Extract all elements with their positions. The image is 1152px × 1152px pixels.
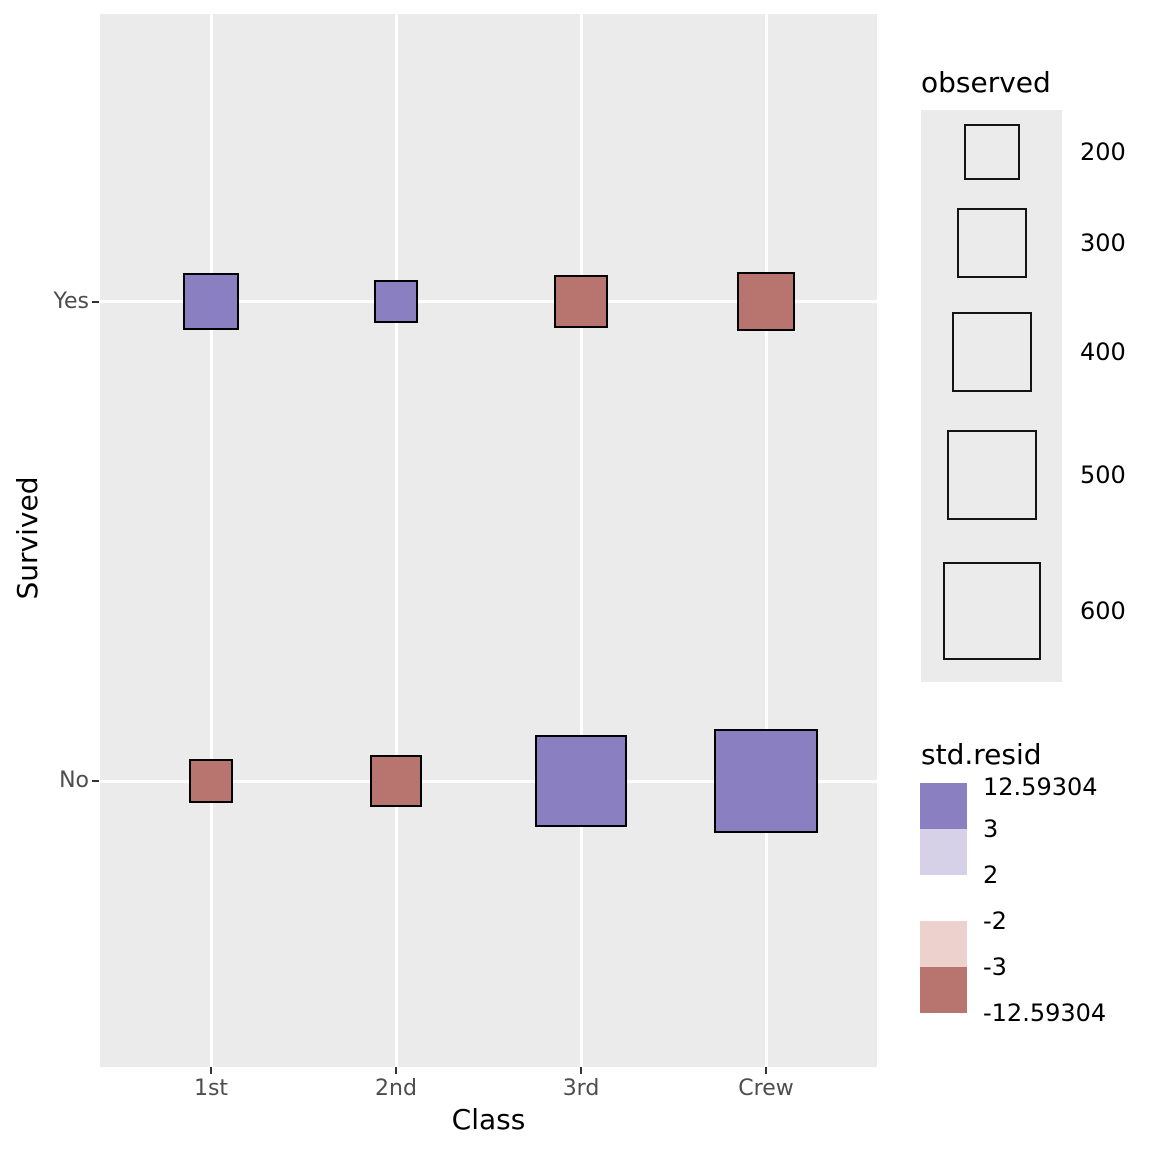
gridline-x-3rd [579,14,583,1067]
cell-2nd-No [370,755,422,807]
size-key-200 [963,123,1021,181]
resid-break-label-2: 2 [983,861,999,889]
size-key-400 [952,312,1032,392]
gridline-y-Yes [100,300,877,303]
size-label-200: 200 [1080,138,1126,166]
x-tick-Crew [765,1067,767,1074]
y-tick-No [92,780,99,782]
resid-break-label--12.59304: -12.59304 [983,999,1107,1027]
resid-break-label-3: 3 [983,815,999,843]
size-key-300 [957,208,1027,278]
gridline-x-Crew [764,14,768,1067]
resid-swatch-neg_high [920,967,967,1013]
x-tick-3rd [580,1067,582,1074]
y-axis-title: Survived [11,476,44,600]
x-tick-2nd [395,1067,397,1074]
x-tick-label-3rd: 3rd [562,1076,600,1101]
gridline-x-1st [209,14,213,1067]
size-label-300: 300 [1080,229,1126,257]
cell-2nd-Yes [374,279,418,324]
plot-panel [100,14,877,1067]
cell-3rd-No [535,735,627,827]
resid-swatch-pos_low [920,829,967,875]
gridline-y-No [100,779,877,783]
y-tick-Yes [92,300,99,303]
x-tick-label-1st: 1st [193,1076,229,1101]
size-legend-title: observed [921,66,1051,99]
size-label-400: 400 [1080,338,1126,366]
x-axis-title: Class [451,1103,526,1136]
cell-1st-No [188,758,234,804]
gridline-x-2nd [394,14,398,1067]
size-key-600 [943,562,1041,660]
resid-break-label--3: -3 [983,953,1007,981]
resid-swatch-pos_high [920,783,967,829]
resid-break-label--2: -2 [983,907,1007,935]
x-tick-label-2nd: 2nd [375,1076,417,1101]
cell-Crew-No [714,729,818,833]
x-tick-1st [210,1067,212,1074]
size-key-500 [947,430,1037,520]
fill-legend-title: std.resid [921,738,1042,771]
size-label-500: 500 [1080,461,1126,489]
size-label-600: 600 [1080,597,1126,625]
resid-break-label-12.59304: 12.59304 [983,773,1098,801]
y-tick-label-No: No [59,768,89,793]
cell-3rd-Yes [554,274,608,329]
x-tick-label-Crew: Crew [738,1076,794,1101]
resid-swatch-neg_low [920,921,967,967]
y-tick-label-Yes: Yes [53,288,89,314]
cell-Crew-Yes [736,272,796,331]
cell-1st-Yes [182,273,240,330]
